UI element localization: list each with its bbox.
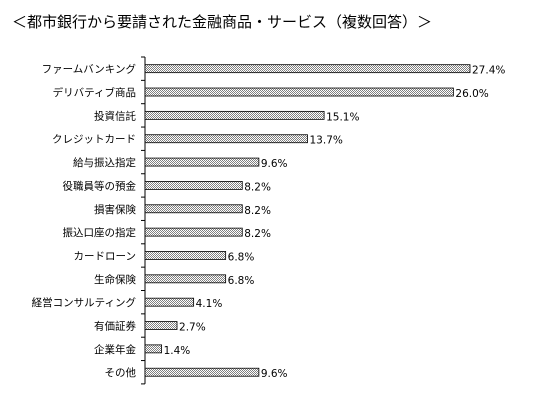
bar bbox=[144, 181, 243, 190]
bar bbox=[144, 297, 195, 307]
bar bbox=[144, 157, 260, 167]
data-label: 6.8% bbox=[228, 251, 255, 263]
bar bbox=[144, 64, 471, 74]
category-label: クレジットカード bbox=[52, 134, 136, 146]
category-label: 損害保険 bbox=[94, 203, 136, 216]
data-label: 8.2% bbox=[244, 228, 271, 240]
data-label: 1.4% bbox=[164, 345, 191, 357]
data-label: 27.4% bbox=[472, 65, 505, 77]
bar bbox=[144, 367, 260, 377]
category-label: 経営コンサルティング bbox=[32, 296, 137, 309]
bar bbox=[144, 134, 308, 144]
category-label: 投資信託 bbox=[94, 109, 136, 122]
category-label: ファームバンキング bbox=[42, 63, 137, 76]
data-label: 26.0% bbox=[455, 88, 488, 100]
data-label: 15.1% bbox=[326, 111, 359, 123]
bar bbox=[144, 321, 178, 330]
category-label: 給与振込指定 bbox=[73, 156, 136, 169]
bar bbox=[144, 251, 227, 260]
category-label: 振込口座の指定 bbox=[63, 226, 137, 239]
bar bbox=[144, 87, 454, 97]
data-label: 4.1% bbox=[196, 298, 223, 310]
bar bbox=[144, 274, 227, 284]
data-label: 8.2% bbox=[244, 181, 271, 193]
data-label: 9.6% bbox=[261, 368, 288, 380]
bars-layer: ファームバンキング 27.4% デリバティブ商品 26.0% 投資信託 15.1% クレジッ… bbox=[32, 56, 505, 385]
category-label: その他 bbox=[105, 366, 137, 379]
bar bbox=[144, 110, 325, 120]
category-label: カードローン bbox=[74, 250, 136, 262]
category-label: デリバティブ商品 bbox=[53, 86, 136, 99]
data-label: 13.7% bbox=[310, 135, 343, 147]
data-label: 6.8% bbox=[228, 275, 255, 287]
bar bbox=[144, 227, 243, 237]
category-label: 有価証券 bbox=[94, 320, 136, 333]
bar bbox=[144, 204, 243, 214]
category-label: 企業年金 bbox=[94, 343, 136, 356]
category-label: 役職員等の預金 bbox=[63, 179, 137, 192]
data-label: 9.6% bbox=[261, 158, 288, 170]
category-label: 生命保険 bbox=[94, 273, 136, 286]
data-label: 2.7% bbox=[179, 322, 206, 334]
chart-title: ＜都市銀行から要請された金融商品・サービス（複数回答）＞ bbox=[12, 13, 432, 31]
data-label: 8.2% bbox=[244, 205, 271, 217]
bar bbox=[144, 344, 163, 354]
